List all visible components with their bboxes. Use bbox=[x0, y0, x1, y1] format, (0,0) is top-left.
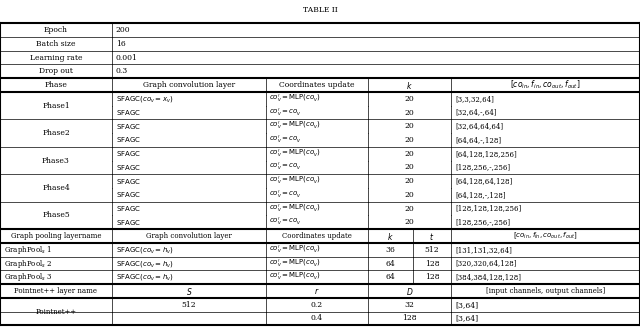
Text: 20: 20 bbox=[404, 150, 415, 158]
Text: [128,256,-,256]: [128,256,-,256] bbox=[455, 218, 510, 226]
Text: $D$: $D$ bbox=[406, 286, 413, 296]
Text: [3,64]: [3,64] bbox=[455, 301, 478, 309]
Text: [32,64,-,64]: [32,64,-,64] bbox=[455, 109, 497, 117]
Text: Phase3: Phase3 bbox=[42, 157, 70, 165]
Text: $co_v^{\prime} = \mathrm{MLP}(co_v)$: $co_v^{\prime} = \mathrm{MLP}(co_v)$ bbox=[269, 93, 321, 105]
Text: 20: 20 bbox=[404, 136, 415, 144]
Text: [320,320,64,128]: [320,320,64,128] bbox=[455, 260, 516, 268]
Text: Phase: Phase bbox=[45, 81, 67, 89]
Text: $k$: $k$ bbox=[406, 80, 413, 91]
Text: 64: 64 bbox=[385, 273, 396, 281]
Text: $r$: $r$ bbox=[314, 286, 319, 296]
Text: $[co_{in},f_{in},co_{out},f_{out}]$: $[co_{in},f_{in},co_{out},f_{out}]$ bbox=[513, 231, 578, 241]
Text: $co_v^{\prime} = \mathrm{MLP}(co_v)$: $co_v^{\prime} = \mathrm{MLP}(co_v)$ bbox=[269, 175, 321, 187]
Text: $co_v^{\prime} = co_v$: $co_v^{\prime} = co_v$ bbox=[269, 134, 302, 146]
Text: 128: 128 bbox=[425, 273, 439, 281]
Text: Batch size: Batch size bbox=[36, 40, 76, 48]
Text: Graph pooling layername: Graph pooling layername bbox=[11, 232, 101, 240]
Text: $co_v^{\prime} = co_v$: $co_v^{\prime} = co_v$ bbox=[269, 161, 302, 173]
Text: $\mathrm{SFAGC}$: $\mathrm{SFAGC}$ bbox=[116, 190, 141, 200]
Text: TABLE II: TABLE II bbox=[303, 6, 337, 14]
Text: 36: 36 bbox=[385, 246, 396, 254]
Text: $[co_{in},f_{in},co_{out},f_{out}]$: $[co_{in},f_{in},co_{out},f_{out}]$ bbox=[511, 79, 580, 91]
Text: Graph convolution layer: Graph convolution layer bbox=[146, 232, 232, 240]
Text: 512: 512 bbox=[182, 301, 196, 309]
Text: $co_v^{\prime} = \mathrm{MLP}(co_v)$: $co_v^{\prime} = \mathrm{MLP}(co_v)$ bbox=[269, 258, 321, 270]
Text: GraphPool$_s$ 2: GraphPool$_s$ 2 bbox=[4, 258, 52, 270]
Text: Pointnet++: Pointnet++ bbox=[35, 308, 77, 316]
Text: 64: 64 bbox=[385, 260, 396, 268]
Text: $S$: $S$ bbox=[186, 286, 192, 296]
Text: 128: 128 bbox=[425, 260, 439, 268]
Text: 128: 128 bbox=[403, 314, 417, 322]
Text: 0.2: 0.2 bbox=[311, 301, 323, 309]
Text: [3,64]: [3,64] bbox=[455, 314, 478, 322]
Text: [64,128,64,128]: [64,128,64,128] bbox=[455, 177, 512, 185]
Text: Phase2: Phase2 bbox=[42, 129, 70, 137]
Text: 20: 20 bbox=[404, 177, 415, 185]
Text: $co_v^{\prime} = \mathrm{MLP}(co_v)$: $co_v^{\prime} = \mathrm{MLP}(co_v)$ bbox=[269, 148, 321, 160]
Text: 0.3: 0.3 bbox=[116, 67, 128, 75]
Text: $\mathrm{SFAGC}$: $\mathrm{SFAGC}$ bbox=[116, 135, 141, 144]
Text: 20: 20 bbox=[404, 205, 415, 212]
Text: 0.001: 0.001 bbox=[116, 53, 138, 61]
Text: $co_v^{\prime} = \mathrm{MLP}(co_v)$: $co_v^{\prime} = \mathrm{MLP}(co_v)$ bbox=[269, 203, 321, 214]
Text: $k$: $k$ bbox=[387, 231, 394, 242]
Text: GraphPool$_s$ 1: GraphPool$_s$ 1 bbox=[4, 244, 52, 256]
Text: Learning rate: Learning rate bbox=[29, 53, 83, 61]
Text: 20: 20 bbox=[404, 109, 415, 117]
Text: $\mathrm{SFAGC}$: $\mathrm{SFAGC}$ bbox=[116, 218, 141, 227]
Text: Graph convolution layer: Graph convolution layer bbox=[143, 81, 235, 89]
Text: $\mathrm{SFAGC}$: $\mathrm{SFAGC}$ bbox=[116, 108, 141, 117]
Text: [32,64,64,64]: [32,64,64,64] bbox=[455, 122, 503, 130]
Text: [3,3,32,64]: [3,3,32,64] bbox=[455, 95, 494, 103]
Text: $\mathrm{SFAGC}$: $\mathrm{SFAGC}$ bbox=[116, 204, 141, 213]
Text: $co_v^{\prime} = \mathrm{MLP}(co_v)$: $co_v^{\prime} = \mathrm{MLP}(co_v)$ bbox=[269, 244, 321, 256]
Text: $\mathrm{SFAGC}(co_v = h_v)$: $\mathrm{SFAGC}(co_v = h_v)$ bbox=[116, 259, 173, 269]
Text: 32: 32 bbox=[404, 301, 415, 309]
Text: Phase4: Phase4 bbox=[42, 184, 70, 192]
Text: [131,131,32,64]: [131,131,32,64] bbox=[455, 246, 512, 254]
Text: GraphPool$_s$ 3: GraphPool$_s$ 3 bbox=[4, 271, 52, 283]
Text: Drop out: Drop out bbox=[39, 67, 73, 75]
Text: 0.4: 0.4 bbox=[311, 314, 323, 322]
Text: 20: 20 bbox=[404, 218, 415, 226]
Text: $\mathrm{SFAGC}(co_v = h_v)$: $\mathrm{SFAGC}(co_v = h_v)$ bbox=[116, 272, 173, 282]
Text: $\mathrm{SFAGC}(co_v = h_v)$: $\mathrm{SFAGC}(co_v = h_v)$ bbox=[116, 245, 173, 255]
Text: $co_v^{\prime} = co_v$: $co_v^{\prime} = co_v$ bbox=[269, 216, 302, 228]
Text: [128,256,-,256]: [128,256,-,256] bbox=[455, 163, 510, 171]
Text: $\mathrm{SFAGC}$: $\mathrm{SFAGC}$ bbox=[116, 163, 141, 172]
Text: 20: 20 bbox=[404, 163, 415, 171]
Text: [64,128,-,128]: [64,128,-,128] bbox=[455, 191, 506, 199]
Text: Epoch: Epoch bbox=[44, 26, 68, 34]
Text: $\mathrm{SFAGC}$: $\mathrm{SFAGC}$ bbox=[116, 149, 141, 158]
Text: 20: 20 bbox=[404, 95, 415, 103]
Text: [384,384,128,128]: [384,384,128,128] bbox=[455, 273, 521, 281]
Text: 512: 512 bbox=[425, 246, 439, 254]
Text: [input channels, output channels]: [input channels, output channels] bbox=[486, 287, 605, 295]
Text: [64,128,128,256]: [64,128,128,256] bbox=[455, 150, 516, 158]
Text: Pointnet++ layer name: Pointnet++ layer name bbox=[15, 287, 97, 295]
Text: $co_v^{\prime} = co_v$: $co_v^{\prime} = co_v$ bbox=[269, 107, 302, 119]
Text: 20: 20 bbox=[404, 122, 415, 130]
Text: Phase1: Phase1 bbox=[42, 102, 70, 110]
Text: Phase5: Phase5 bbox=[42, 211, 70, 219]
Text: $\mathrm{SFAGC}$: $\mathrm{SFAGC}$ bbox=[116, 122, 141, 131]
Text: $co_v^{\prime} = \mathrm{MLP}(co_v)$: $co_v^{\prime} = \mathrm{MLP}(co_v)$ bbox=[269, 120, 321, 132]
Text: $\mathrm{SFAGC}(co_v = x_v)$: $\mathrm{SFAGC}(co_v = x_v)$ bbox=[116, 94, 173, 104]
Text: Coordinates update: Coordinates update bbox=[279, 81, 355, 89]
Text: 200: 200 bbox=[116, 26, 131, 34]
Text: [64,64,-,128]: [64,64,-,128] bbox=[455, 136, 501, 144]
Text: $t$: $t$ bbox=[429, 231, 435, 242]
Text: [128,128,128,256]: [128,128,128,256] bbox=[455, 205, 522, 212]
Text: 16: 16 bbox=[116, 40, 125, 48]
Text: $\mathrm{SFAGC}$: $\mathrm{SFAGC}$ bbox=[116, 177, 141, 186]
Text: $co_v^{\prime} = \mathrm{MLP}(co_v)$: $co_v^{\prime} = \mathrm{MLP}(co_v)$ bbox=[269, 271, 321, 283]
Text: 20: 20 bbox=[404, 191, 415, 199]
Text: Coordinates update: Coordinates update bbox=[282, 232, 352, 240]
Text: $co_v^{\prime} = co_v$: $co_v^{\prime} = co_v$ bbox=[269, 189, 302, 201]
